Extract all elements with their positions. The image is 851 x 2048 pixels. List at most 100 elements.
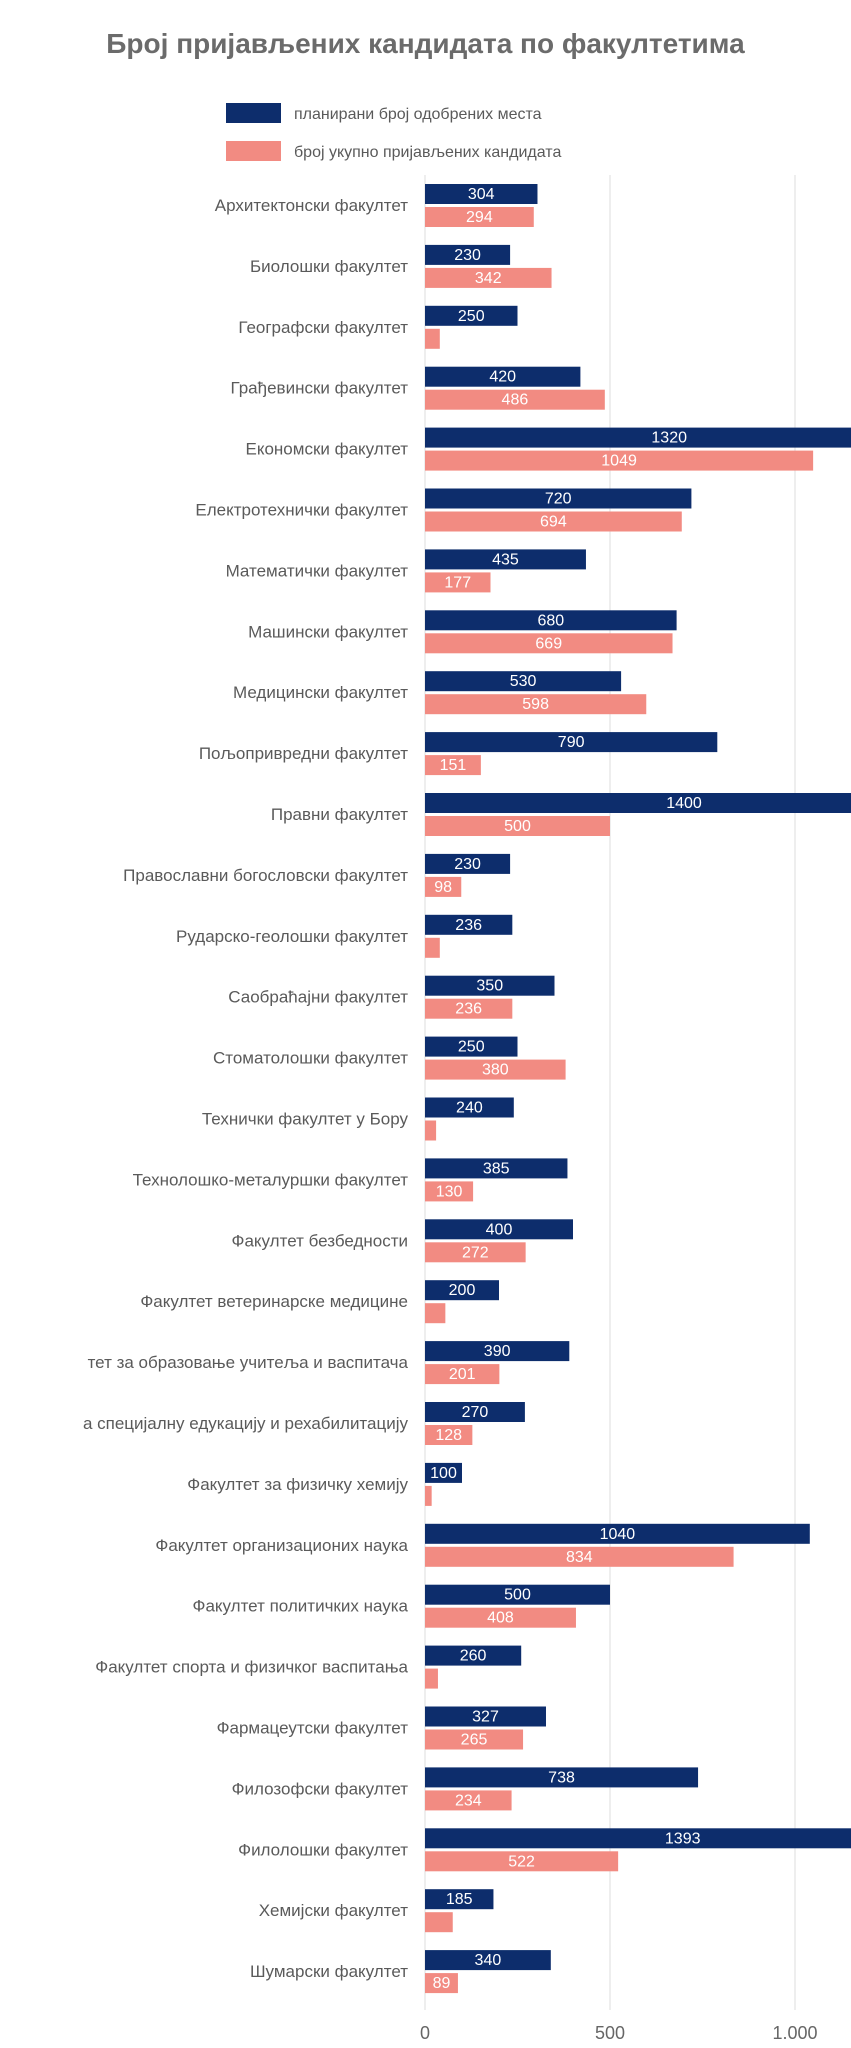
- bar-applied: [425, 1668, 438, 1689]
- value-label-applied: 522: [508, 1853, 535, 1870]
- x-tick-label-0: 0: [420, 2023, 430, 2043]
- bar-applied: [425, 1242, 526, 1263]
- value-label-planned: 260: [460, 1648, 487, 1665]
- value-label-applied: 500: [504, 818, 531, 835]
- bar-applied: [425, 937, 440, 958]
- category-label: Стоматолошки факултет: [213, 1049, 408, 1068]
- bar-applied: [425, 267, 552, 288]
- value-label-planned: 500: [504, 1587, 531, 1604]
- bar-planned: [425, 1462, 462, 1483]
- bar-planned: [425, 1402, 525, 1422]
- category-label: Факултет за физичку хемију: [187, 1475, 408, 1494]
- bar-planned: [425, 305, 518, 326]
- value-label-planned: 230: [454, 247, 481, 264]
- bar-applied: [425, 876, 462, 897]
- x-tick-label-1: 500: [595, 2023, 625, 2043]
- bar-applied: [425, 633, 673, 654]
- category-label: тет за образовање учитеља и васпитача: [88, 1353, 409, 1372]
- bar-planned: [425, 1280, 499, 1301]
- value-label-applied: 342: [475, 270, 502, 287]
- value-label-applied: 89: [433, 1975, 451, 1992]
- value-label-planned: 790: [558, 734, 585, 751]
- bar-planned: [425, 914, 513, 935]
- bar-applied: [425, 1181, 474, 1202]
- bar-applied: [425, 328, 440, 349]
- value-label-applied: 486: [502, 392, 529, 409]
- legend-swatch-1: [226, 103, 281, 123]
- category-label: Фармацеутски факултет: [217, 1719, 409, 1738]
- bar-applied: [425, 1425, 473, 1445]
- category-label: Хемијски факултет: [259, 1901, 409, 1920]
- category-label: Архитектонски факултет: [215, 196, 408, 215]
- bar-planned: [425, 184, 538, 204]
- bar-planned: [425, 1523, 810, 1544]
- bar-planned: [425, 610, 677, 631]
- value-label-planned: 230: [454, 856, 481, 873]
- category-label: Медицински факултет: [233, 683, 408, 702]
- value-label-applied: 236: [455, 1001, 482, 1018]
- bar-applied: [425, 1546, 734, 1567]
- category-label: Правни факултет: [271, 805, 408, 824]
- value-label-applied: 130: [436, 1183, 463, 1200]
- bar-planned: [425, 1584, 610, 1605]
- category-label: Грађевински факултет: [230, 379, 408, 398]
- bar-applied: [425, 1790, 512, 1811]
- bar-applied: [425, 572, 491, 593]
- bar-planned: [425, 1706, 546, 1727]
- bar-planned: [425, 1828, 851, 1849]
- category-label: Биолошки факултет: [250, 257, 408, 276]
- category-label: Математички факултет: [226, 561, 409, 580]
- category-label: Факултет политичких наука: [193, 1597, 409, 1616]
- bar-applied: [425, 511, 682, 532]
- value-label-planned: 385: [483, 1160, 510, 1177]
- value-label-planned: 1320: [651, 430, 687, 447]
- chart-title: Број пријављених кандидата по факултетим…: [106, 28, 745, 59]
- bar-planned: [425, 1645, 522, 1666]
- bar-planned: [425, 671, 622, 692]
- value-label-applied: 272: [462, 1244, 489, 1261]
- bar-applied: [425, 1485, 432, 1506]
- value-label-planned: 530: [510, 673, 537, 690]
- value-label-planned: 250: [458, 1039, 485, 1056]
- bar-planned: [425, 793, 851, 813]
- value-label-planned: 304: [468, 186, 495, 203]
- value-label-planned: 400: [486, 1221, 513, 1238]
- value-labels: 304 294 230 342 250 420 486 1320 1049 720 694 435 17…: [430, 186, 702, 1992]
- bar-planned: [425, 853, 511, 874]
- value-label-applied: 408: [487, 1610, 514, 1627]
- value-label-planned: 720: [545, 491, 572, 508]
- category-label: Рударско-геолошки факултет: [176, 927, 408, 946]
- value-label-applied: 1049: [601, 453, 637, 470]
- legend-label-2: број укупно пријављених кандидата: [294, 144, 561, 161]
- category-label: Пољопривредни факултет: [199, 744, 408, 763]
- category-label: Електротехнички факултет: [195, 501, 408, 520]
- value-label-planned: 420: [489, 369, 516, 386]
- category-label: Факултет безбедности: [232, 1231, 408, 1250]
- value-label-applied: 128: [435, 1427, 462, 1444]
- value-label-applied: 234: [455, 1792, 482, 1809]
- bar-applied: [425, 755, 481, 776]
- value-label-applied: 834: [566, 1549, 593, 1566]
- bar-applied: [425, 816, 610, 836]
- value-label-applied: 177: [444, 574, 471, 591]
- x-tick-label-2: 1.000: [772, 2023, 817, 2043]
- category-label: Филозофски факултет: [232, 1779, 409, 1798]
- category-label: Технички факултет у Бору: [202, 1110, 409, 1129]
- bar-planned: [425, 1097, 514, 1118]
- bar-applied: [425, 1120, 437, 1141]
- value-label-applied: 669: [535, 635, 562, 652]
- bar-applied: [425, 389, 605, 410]
- bar-planned: [425, 1036, 518, 1057]
- value-label-planned: 200: [449, 1282, 476, 1299]
- category-labels: Архитектонски факултет Биолошки факултет Г…: [83, 196, 409, 1981]
- bar-planned: [425, 975, 555, 996]
- bar-applied: [425, 1912, 453, 1933]
- bar-planned: [425, 427, 851, 448]
- gridlines: [424, 175, 796, 2010]
- category-label: Машински факултет: [248, 622, 408, 641]
- value-label-applied: 151: [440, 757, 467, 774]
- legend-label-1: планирани број одобрених места: [294, 106, 542, 123]
- bar-planned: [425, 488, 692, 509]
